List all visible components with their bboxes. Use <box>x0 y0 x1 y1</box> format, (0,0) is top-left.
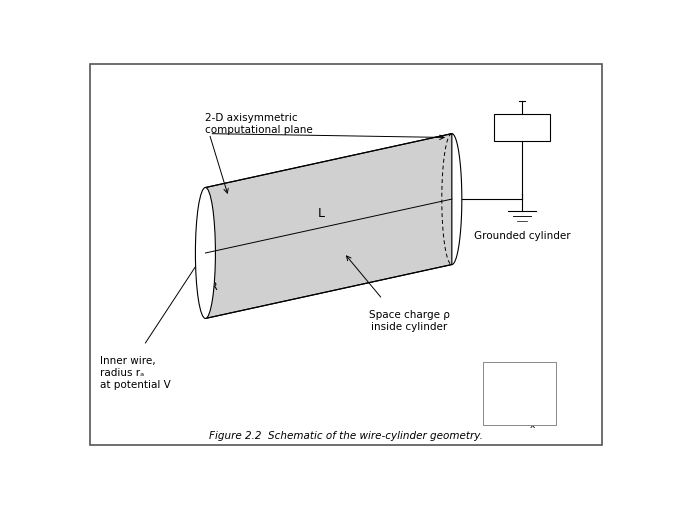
Polygon shape <box>205 134 452 319</box>
Text: Space charge ρ
inside cylinder: Space charge ρ inside cylinder <box>369 310 450 331</box>
Text: R: R <box>210 281 218 291</box>
Text: Inner wire,
radius rₐ
at potential V: Inner wire, radius rₐ at potential V <box>100 356 171 389</box>
Ellipse shape <box>195 188 215 319</box>
Bar <box>483 362 556 425</box>
Text: x: x <box>530 420 535 429</box>
Text: Grounded cylinder: Grounded cylinder <box>474 230 570 240</box>
Text: H.V.: H.V. <box>510 122 534 135</box>
Bar <box>494 115 549 142</box>
Text: Figure 2.2  Schematic of the wire-cylinder geometry.: Figure 2.2 Schematic of the wire-cylinde… <box>209 430 483 440</box>
Text: y: y <box>501 366 506 375</box>
Text: 2-D axisymmetric
computational plane: 2-D axisymmetric computational plane <box>205 113 313 134</box>
Text: L: L <box>317 206 325 219</box>
